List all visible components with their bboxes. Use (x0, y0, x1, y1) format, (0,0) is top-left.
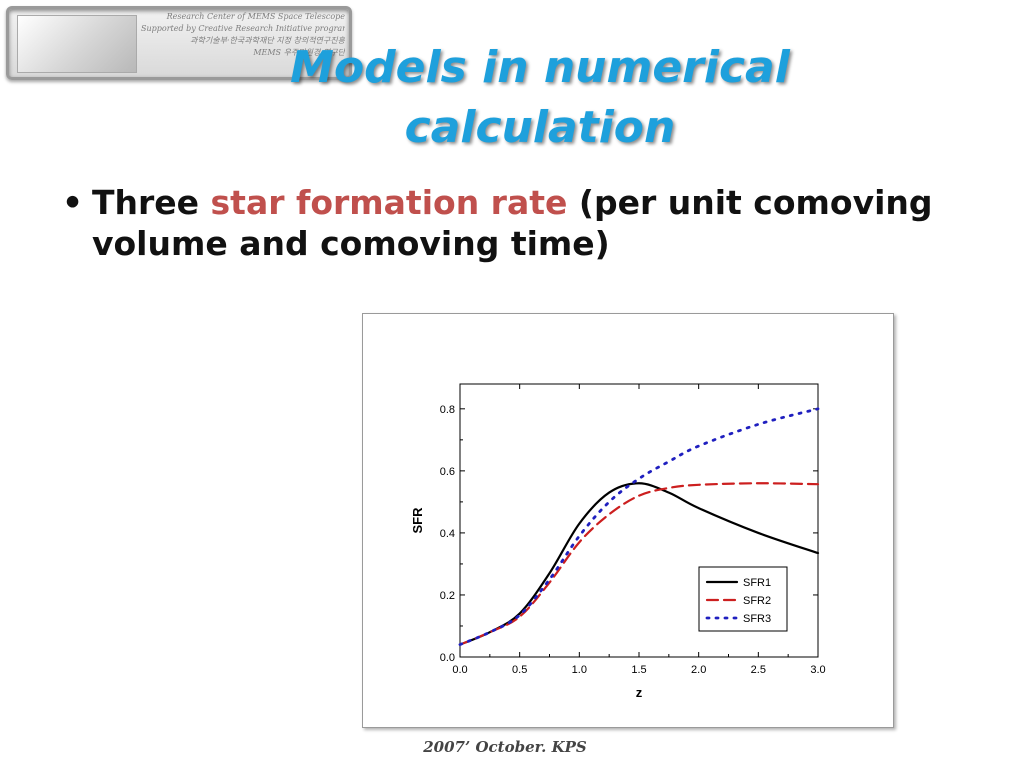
institution-logo: Research Center of MEMS Space Telescope … (6, 6, 352, 80)
x-tick-label: 1.0 (572, 664, 587, 676)
bullet-marker: • (62, 183, 84, 222)
y-tick-label: 0.0 (440, 652, 455, 664)
logo-line: MEMS 우주망원경 연구단 (253, 48, 345, 57)
y-axis-title: SFR (410, 507, 425, 534)
bullet-text: Three star formation rate (per unit como… (92, 182, 952, 264)
y-tick-label: 0.4 (440, 528, 455, 540)
slide-title-line-2: calculation (404, 102, 676, 153)
sfr-chart: 0.0 0.5 1.0 1.5 2.0 2.5 3.0 0.0 0.2 0.4 0.6 0.8 z SFR… (410, 383, 826, 700)
footer-text: 2007’ October. KPS (423, 738, 587, 756)
x-tick-label: 0.0 (452, 664, 467, 676)
legend-label: SFR1 (743, 577, 771, 589)
logo-line: Research Center of MEMS Space Telescope (166, 12, 345, 21)
x-tick-label: 2.5 (751, 664, 766, 676)
x-axis-title: z (636, 685, 643, 700)
x-tick-label: 3.0 (810, 664, 825, 676)
series-line-sfr1 (458, 482, 820, 646)
legend-label: SFR2 (743, 595, 771, 607)
legend-label: SFR3 (743, 613, 771, 625)
logo-line: Supported by Creative Research Initiativ… (141, 24, 345, 33)
slide-title-line-1: Models in numerical (290, 42, 790, 93)
chart-frame: 0.0 0.5 1.0 1.5 2.0 2.5 3.0 0.0 0.2 0.4 0.6 0.8 z SFR… (362, 313, 894, 728)
slide-title: Models in numerical calculation (210, 38, 870, 158)
x-tick-label: 2.0 (691, 664, 706, 676)
bullet-prefix: Three (92, 183, 211, 222)
bullet-highlight: star formation rate (210, 183, 568, 222)
x-tick-label: 0.5 (512, 664, 527, 676)
bullet-suffix: (per unit comoving volume and comoving t… (92, 183, 933, 263)
y-tick-label: 0.2 (440, 590, 455, 602)
logo-text-block: Research Center of MEMS Space Telescope … (141, 11, 345, 75)
y-tick-label: 0.8 (440, 404, 455, 416)
x-tick-label: 1.5 (631, 664, 646, 676)
series-line-sfr3 (458, 407, 820, 646)
logo-line: 과학기술부·한국과학재단 지정 창의적연구진흥 (190, 36, 345, 45)
logo-emblem-icon (17, 15, 137, 73)
y-tick-label: 0.6 (440, 466, 455, 478)
